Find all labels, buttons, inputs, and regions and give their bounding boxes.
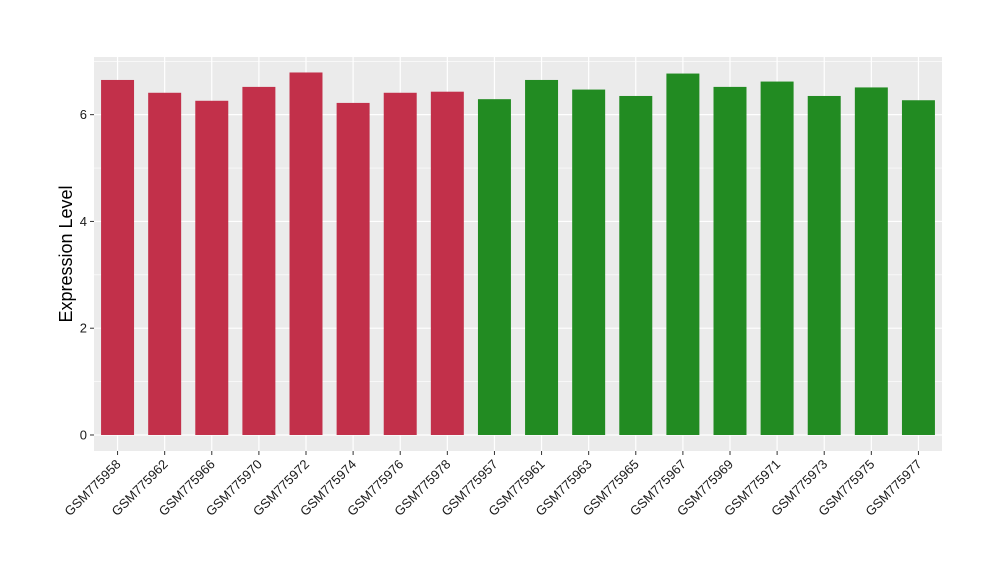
plot-panel xyxy=(94,57,942,451)
bar xyxy=(148,92,182,435)
x-axis: GSM775958GSM775962GSM775966GSM775970GSM7… xyxy=(61,451,925,519)
bar xyxy=(760,81,794,435)
y-tick-label: 6 xyxy=(80,107,87,122)
bar xyxy=(525,79,559,435)
bar xyxy=(383,92,417,435)
bar xyxy=(430,91,464,435)
y-axis-title: Expression Level xyxy=(56,185,76,322)
bar xyxy=(901,100,935,435)
bar xyxy=(619,95,653,435)
bar xyxy=(289,72,323,435)
bar xyxy=(713,86,747,435)
y-tick-label: 0 xyxy=(80,427,87,442)
bar xyxy=(807,95,841,435)
bar xyxy=(242,86,276,435)
y-tick-label: 2 xyxy=(80,321,87,336)
bars xyxy=(101,72,935,435)
bar xyxy=(101,79,135,435)
y-tick-label: 4 xyxy=(80,214,87,229)
bar xyxy=(854,87,888,435)
bar xyxy=(477,99,511,435)
bar xyxy=(666,73,700,435)
y-axis: 0 2 4 6 xyxy=(80,107,94,442)
bar xyxy=(195,100,229,435)
bar xyxy=(572,89,606,435)
bar xyxy=(336,102,370,435)
